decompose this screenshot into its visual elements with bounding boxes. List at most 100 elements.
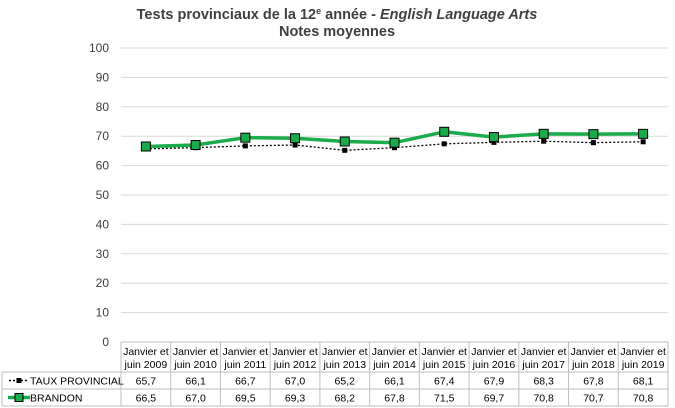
data-point xyxy=(339,136,350,147)
y-axis: 0 10 20 30 40 50 60 70 80 90 100 xyxy=(89,41,109,349)
chart-title-italic: English Language Arts xyxy=(380,7,537,23)
category-label-line: juin 2018 xyxy=(571,359,615,371)
data-cell: 69,7 xyxy=(484,393,505,405)
data-cell: 70,7 xyxy=(583,393,604,405)
data-cell: 66,7 xyxy=(235,376,256,388)
data-point xyxy=(342,147,348,153)
category-label-line: Janvier et xyxy=(322,346,368,358)
category-label: Janvier et juin 2018 xyxy=(571,346,617,371)
data-cell: 65,2 xyxy=(335,376,356,388)
legend-marker xyxy=(16,378,22,383)
category-label: Janvier et juin 2012 xyxy=(272,346,318,371)
data-point xyxy=(292,142,298,148)
legend-marker xyxy=(14,393,24,402)
data-point xyxy=(538,128,549,139)
y-tick-label: 40 xyxy=(96,217,110,231)
category-label-line: Janvier et xyxy=(421,346,467,358)
data-point xyxy=(638,128,649,139)
data-cell: 70,8 xyxy=(533,393,554,405)
data-cell: 66,5 xyxy=(136,393,157,405)
category-label-line: juin 2009 xyxy=(124,359,168,371)
data-cell: 68,2 xyxy=(335,393,356,405)
category-label-line: juin 2015 xyxy=(422,359,466,371)
data-cell: 67,4 xyxy=(434,376,455,388)
category-label-line: Janvier et xyxy=(223,346,269,358)
category-label: Janvier et juin 2017 xyxy=(521,346,567,371)
category-label-line: juin 2010 xyxy=(173,359,217,371)
category-label-line: juin 2017 xyxy=(521,359,565,371)
data-point xyxy=(240,132,251,143)
data-point xyxy=(140,141,151,152)
data-cell: 66,1 xyxy=(384,376,405,388)
data-point xyxy=(588,129,599,140)
data-point xyxy=(290,133,301,144)
category-label-line: Janvier et xyxy=(372,346,418,358)
category-label: Janvier et juin 2016 xyxy=(471,346,517,371)
y-tick-label: 30 xyxy=(96,247,110,261)
data-cell: 67,9 xyxy=(484,376,505,388)
y-tick-label: 90 xyxy=(96,70,110,84)
data-point xyxy=(488,132,499,143)
data-point xyxy=(441,141,447,147)
data-point xyxy=(640,139,646,145)
data-cell: 70,8 xyxy=(633,393,654,405)
category-label-line: Janvier et xyxy=(521,346,567,358)
y-tick-label: 70 xyxy=(96,129,110,143)
category-label-line: Janvier et xyxy=(620,346,666,358)
data-cell: 65,7 xyxy=(136,376,157,388)
y-tick-label: 100 xyxy=(89,41,109,55)
data-cell: 67,8 xyxy=(384,393,405,405)
category-label-line: Janvier et xyxy=(272,346,318,358)
data-cell: 67,0 xyxy=(185,393,206,405)
category-label-line: juin 2011 xyxy=(223,359,266,371)
y-tick-label: 50 xyxy=(96,188,110,202)
legend-label: TAUX PROVINCIAL xyxy=(30,376,124,388)
y-tick-label: 10 xyxy=(96,306,110,320)
data-point xyxy=(190,140,201,151)
category-label: Janvier et juin 2019 xyxy=(620,346,666,371)
data-cell: 69,5 xyxy=(235,393,256,405)
category-label: Janvier et juin 2014 xyxy=(372,346,418,371)
legend-label: BRANDON xyxy=(30,393,83,405)
data-point xyxy=(491,139,497,145)
category-label-line: juin 2019 xyxy=(621,359,665,371)
chart-subtitle: Notes moyennes xyxy=(279,24,395,40)
category-label: Janvier et juin 2015 xyxy=(421,346,467,371)
data-cell: 71,5 xyxy=(434,393,455,405)
category-label-line: juin 2016 xyxy=(472,359,516,371)
category-label-line: juin 2013 xyxy=(322,359,366,371)
chart-title-mid: année - xyxy=(321,7,380,23)
category-label-line: Janvier et xyxy=(173,346,219,358)
y-tick-label: 60 xyxy=(96,159,110,173)
category-label: Janvier et juin 2011 xyxy=(223,346,269,371)
legend-key-taux-provincial xyxy=(9,378,29,383)
category-label: Janvier et juin 2009 xyxy=(123,346,169,371)
legend-key-brandon xyxy=(8,393,30,402)
y-tick-label: 80 xyxy=(96,100,110,114)
category-label-line: Janvier et xyxy=(471,346,517,358)
y-tick-label: 0 xyxy=(102,335,109,349)
chart-title-sup: e xyxy=(316,6,321,16)
chart-title-prefix: Tests provinciaux de la 12 xyxy=(137,7,316,23)
category-label: Janvier et juin 2010 xyxy=(173,346,219,371)
data-cell: 66,1 xyxy=(185,376,206,388)
category-label-line: Janvier et xyxy=(123,346,169,358)
data-cell: 68,1 xyxy=(633,376,654,388)
category-label: Janvier et juin 2013 xyxy=(322,346,368,371)
gridlines xyxy=(121,47,668,314)
category-label-line: juin 2012 xyxy=(273,359,317,371)
y-tick-label: 20 xyxy=(96,276,110,290)
data-point xyxy=(590,140,596,146)
data-cell: 67,0 xyxy=(285,376,306,388)
data-point xyxy=(439,126,450,137)
data-point xyxy=(389,137,400,148)
data-point xyxy=(541,138,547,144)
category-label-line: juin 2014 xyxy=(372,359,416,371)
data-point xyxy=(242,143,248,149)
data-cell: 67,8 xyxy=(583,376,604,388)
data-cell: 68,3 xyxy=(533,376,554,388)
category-label-line: Janvier et xyxy=(571,346,617,358)
chart-title: Tests provinciaux de la 12e année - Engl… xyxy=(137,6,538,23)
